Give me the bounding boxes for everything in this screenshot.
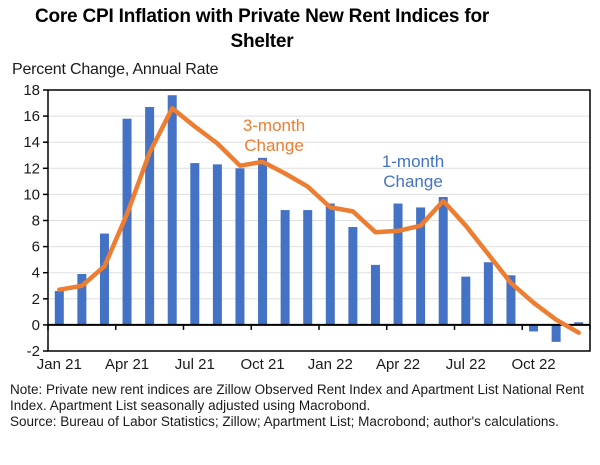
bar-May-21 (145, 106, 155, 325)
bar-Jul-21 (190, 163, 200, 325)
source-text: Source: Bureau of Labor Statistics; Zill… (10, 414, 559, 429)
y-tick-label: 12 (23, 160, 40, 177)
y-tick-label: 10 (23, 186, 40, 203)
x-tick-label: Jan 21 (37, 356, 82, 373)
y-axis-unit-label: Percent Change, Annual Rate (12, 61, 219, 78)
x-tick-label: Jan 22 (308, 356, 353, 373)
bar-Aug-22 (483, 262, 493, 325)
bar-Dec-22 (574, 322, 584, 325)
gridlines (48, 115, 590, 300)
bar-Jul-22 (461, 276, 471, 325)
bar-Sep-22 (506, 275, 516, 325)
x-tick-label: Apr 21 (105, 356, 149, 373)
x-axis-ticks (47, 324, 591, 330)
chart-footnotes: Note: Private new rent indices are Zillo… (10, 382, 585, 430)
x-tick-label: Jul 22 (446, 356, 486, 373)
bar-Mar-22 (370, 264, 380, 325)
y-tick-label: 0 (32, 317, 40, 334)
bar-Feb-22 (348, 227, 358, 325)
note-text: Note: Private new rent indices are Zillo… (10, 382, 585, 413)
bar-Apr-22 (393, 203, 403, 325)
y-tick-label: 6 (32, 239, 40, 256)
y-tick-label: 4 (32, 265, 40, 282)
annotation-line: 3-month (243, 116, 305, 135)
bar-Mar-21 (99, 233, 109, 325)
bar-Jan-22 (325, 203, 335, 325)
line-3-month-change (57, 106, 581, 335)
y-tick-label: 16 (23, 108, 40, 125)
bar-Oct-22 (529, 324, 539, 332)
bar-Sep-21 (235, 168, 245, 325)
bar-Nov-21 (280, 210, 290, 325)
x-tick-label: Jul 21 (175, 356, 215, 373)
x-tick-label: Oct 22 (511, 356, 555, 373)
x-tick-label: Oct 21 (240, 356, 284, 373)
y-axis: -2 0 2 4 6 8 10 12 14 16 18 (23, 82, 48, 360)
annotation-line: Change (244, 136, 304, 155)
bar-Apr-21 (122, 118, 132, 325)
annotation-line: 1-month (382, 152, 444, 171)
bar-Jun-22 (438, 197, 448, 325)
y-tick-label: -2 (27, 343, 40, 360)
y-tick-label: 14 (23, 134, 40, 151)
chart-title-line2: Shelter (230, 31, 294, 52)
y-tick-label: 18 (23, 82, 40, 99)
inflation-chart: -2 0 2 4 6 8 10 12 14 16 18 Jan 21 Apr 21 Jul 21 Oct 2… (23, 82, 591, 373)
y-tick-label: 2 (32, 291, 40, 308)
bar-Feb-21 (77, 274, 87, 325)
chart-title: Core CPI Inflation with Private New Rent… (0, 4, 524, 54)
x-axis-labels: Jan 21 Apr 21 Jul 21 Oct 21 Jan 22 Apr 22 Jul … (37, 356, 556, 373)
chart-title-line1: Core CPI Inflation with Private New Rent… (34, 6, 490, 27)
bar-Nov-22 (551, 324, 561, 342)
bar-Dec-21 (303, 210, 313, 325)
y-tick-label: 8 (32, 213, 40, 230)
bars-1-month-change (54, 95, 584, 342)
bar-Aug-21 (212, 164, 222, 325)
bar-Jun-21 (167, 95, 177, 325)
x-tick-label: Apr 22 (376, 356, 420, 373)
bar-Oct-21 (258, 157, 268, 325)
bar-Jan-21 (54, 290, 64, 325)
bar-May-22 (416, 207, 426, 325)
annotation-line: Change (383, 172, 443, 191)
